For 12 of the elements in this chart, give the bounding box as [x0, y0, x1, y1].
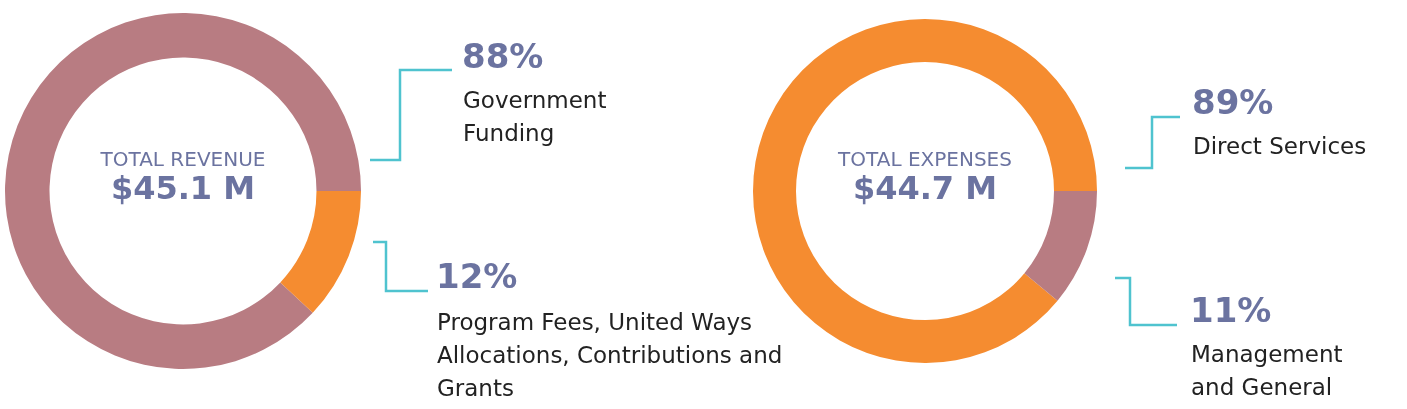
text: $44.7 M: [851, 169, 999, 207]
data-label: 88%: [462, 36, 544, 76]
slice-label: Government Funding: [463, 86, 608, 148]
text: TOTAL REVENUE: [99, 147, 267, 171]
text: $45.1 M: [109, 169, 257, 207]
data-label: 11%: [1190, 290, 1272, 330]
slice-label: Management and General: [1191, 340, 1344, 402]
slice-label: Program Fees, United Ways Allocations, Contributions and Grants: [437, 308, 784, 403]
text: TOTAL EXPENSES: [837, 147, 1013, 171]
slice-label: Direct Services: [1193, 132, 1368, 161]
data-label: 12%: [436, 256, 518, 296]
data-label: 89%: [1192, 82, 1274, 122]
